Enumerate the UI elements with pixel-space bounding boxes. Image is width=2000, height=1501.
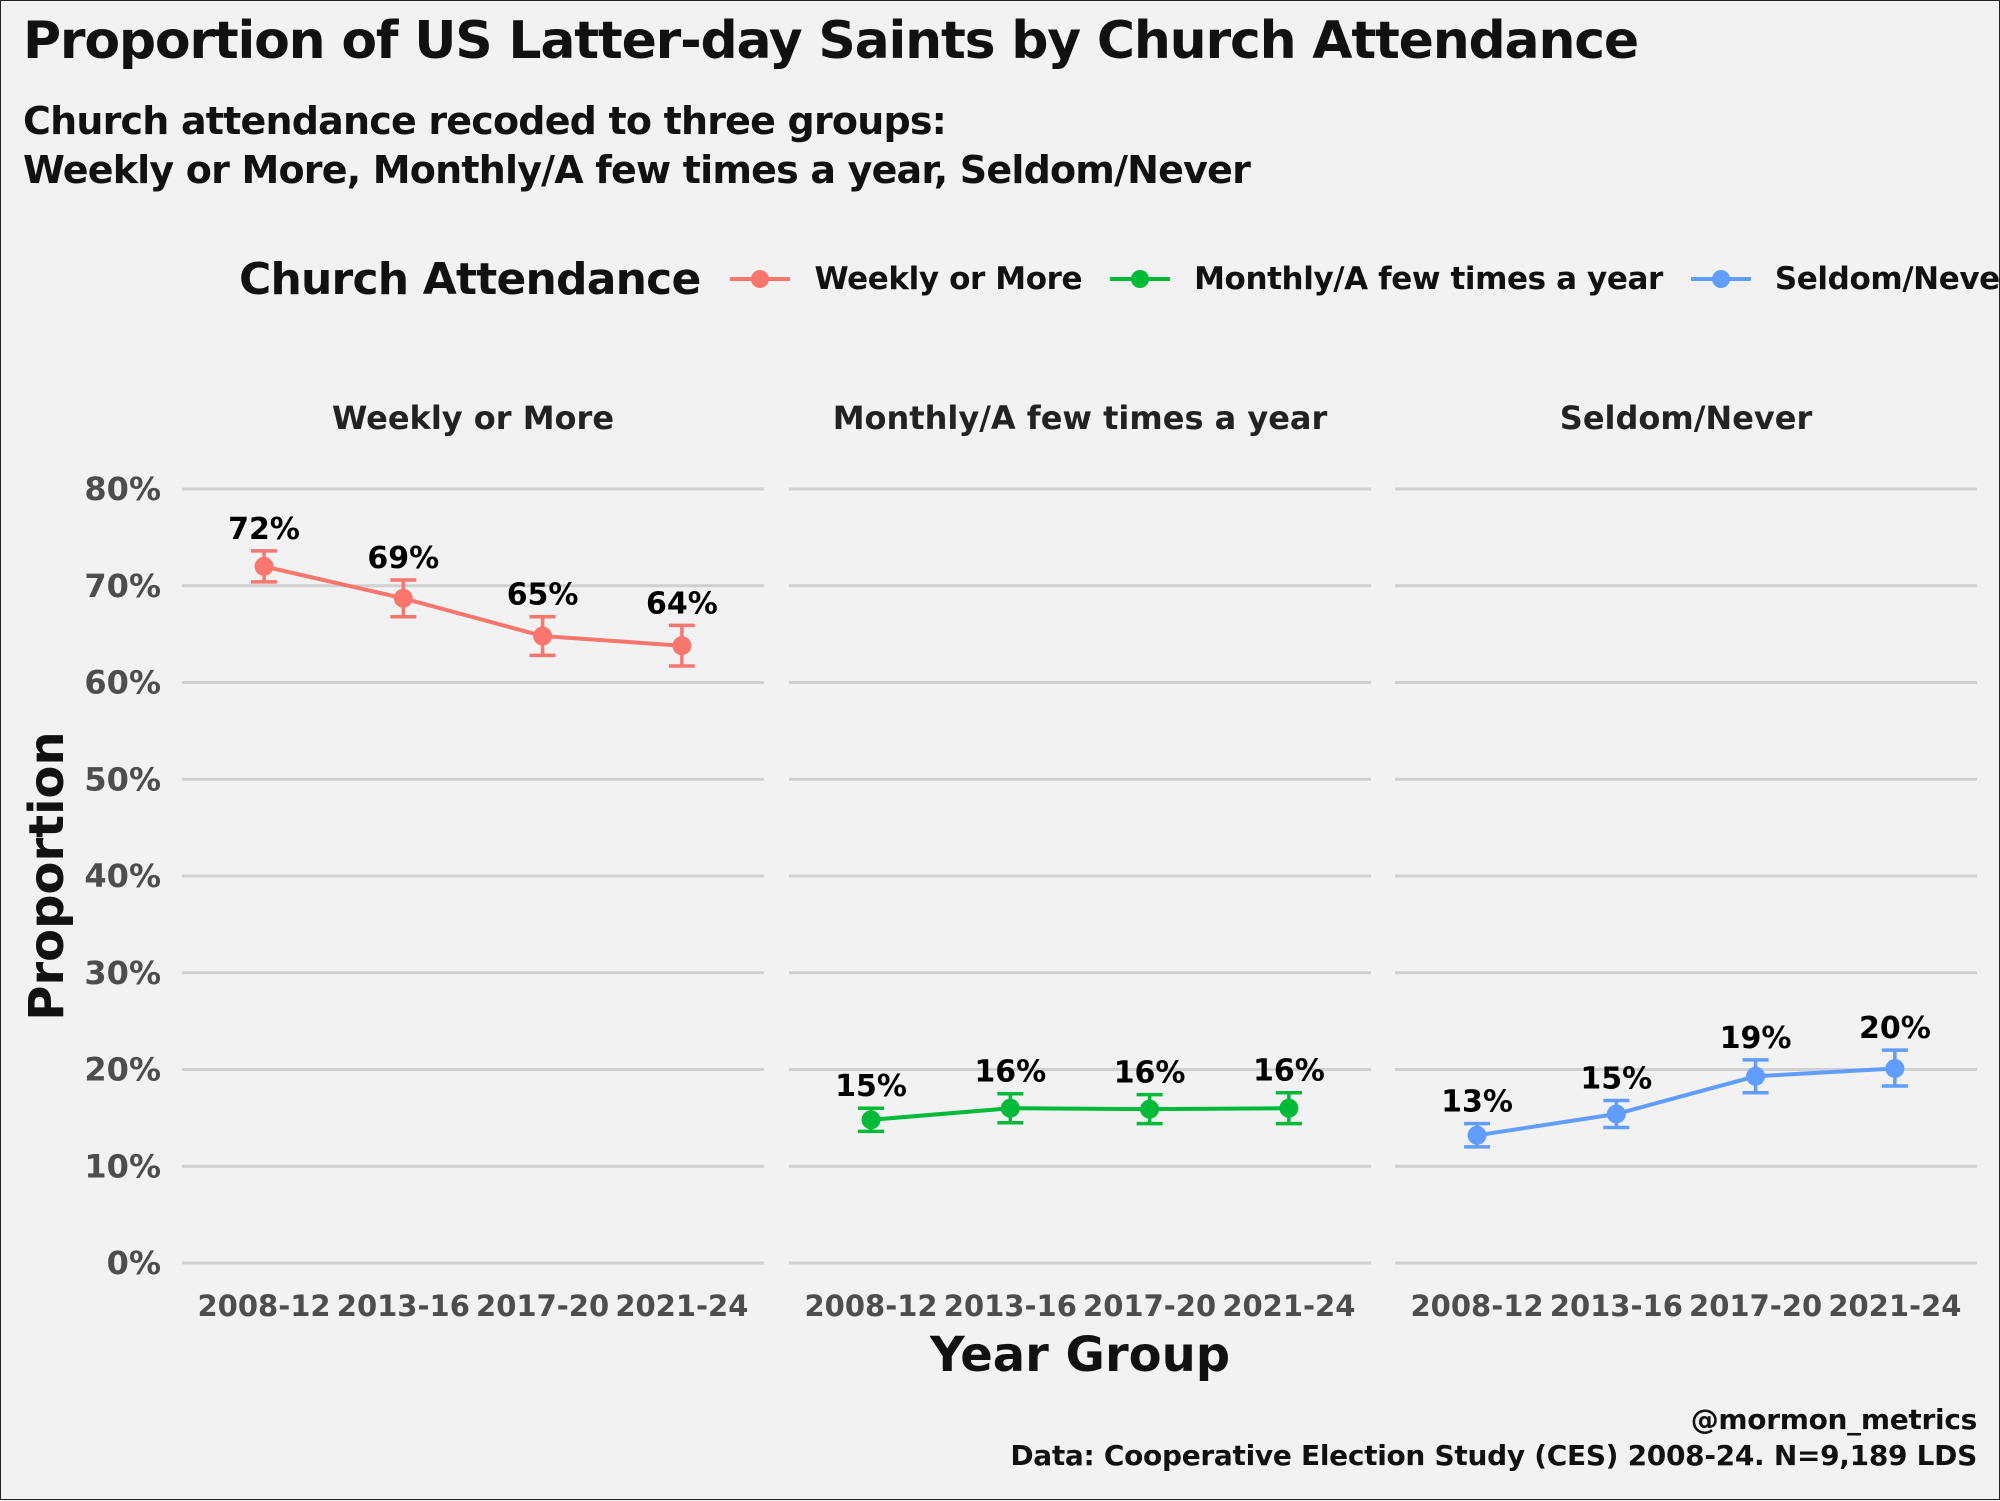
data-point	[1140, 1099, 1160, 1119]
series-line	[1476, 1066, 1895, 1138]
data-label: 15%	[1580, 1061, 1652, 1096]
data-point	[254, 556, 274, 576]
data-label: 64%	[646, 586, 718, 621]
legend-key-weekly	[730, 270, 791, 288]
y-tick-label: 0%	[107, 1244, 161, 1282]
y-axis-title: Proportion	[19, 731, 75, 1020]
legend-item-weekly: Weekly or More	[728, 261, 1083, 297]
data-point	[1885, 1059, 1905, 1079]
data-label: 19%	[1720, 1021, 1792, 1056]
y-tick-label: 10%	[84, 1147, 161, 1185]
data-point	[1606, 1104, 1626, 1124]
series-line	[870, 1106, 1289, 1122]
data-label: 69%	[367, 541, 439, 576]
data-label: 16%	[1253, 1054, 1325, 1089]
facet-strip-label: Weekly or More	[332, 399, 614, 437]
caption-handle: @mormon_metrics	[1690, 1403, 1978, 1436]
data-point	[533, 626, 553, 646]
legend-key-monthly	[1110, 270, 1171, 288]
x-tick-label: 2017-20	[1689, 1289, 1822, 1323]
data-point	[1467, 1125, 1487, 1145]
x-tick-label: 2013-16	[337, 1289, 470, 1323]
x-tick-label: 2017-20	[476, 1289, 609, 1323]
legend-key-seldom	[1690, 270, 1751, 288]
x-tick-label: 2013-16	[1550, 1289, 1683, 1323]
x-tick-label: 2021-24	[1828, 1289, 1961, 1323]
y-tick-label: 60%	[84, 664, 161, 702]
legend-label-monthly: Monthly/A few times a year	[1194, 261, 1663, 297]
chart-title: Proportion of US Latter-day Saints by Ch…	[23, 11, 1639, 71]
data-point	[1000, 1098, 1020, 1118]
data-point	[1746, 1066, 1766, 1086]
data-label: 16%	[1114, 1056, 1186, 1091]
facet-strip-label: Seldom/Never	[1560, 399, 1813, 437]
data-label: 65%	[507, 578, 579, 613]
x-tick-label: 2008-12	[198, 1289, 331, 1323]
y-tick-label: 20%	[84, 1051, 161, 1089]
data-label: 16%	[974, 1055, 1046, 1090]
legend-item-monthly: Monthly/A few times a year	[1108, 261, 1663, 297]
legend-item-seldom: Seldom/Never	[1689, 261, 2000, 297]
legend-label-weekly: Weekly or More	[814, 261, 1083, 297]
y-tick-label: 80%	[84, 470, 161, 508]
y-tick-label: 70%	[84, 567, 161, 605]
series-line	[263, 564, 683, 648]
data-point	[672, 636, 692, 656]
chart-subtitle: Church attendance recoded to three group…	[23, 97, 1251, 195]
x-tick-label: 2017-20	[1083, 1289, 1216, 1323]
legend-label-seldom: Seldom/Never	[1774, 261, 2000, 297]
x-tick-label: 2013-16	[944, 1289, 1077, 1323]
subtitle-line-2: Weekly or More, Monthly/A few times a ye…	[23, 148, 1251, 192]
data-label: 13%	[1441, 1085, 1513, 1120]
caption-source: Data: Cooperative Election Study (CES) 2…	[1010, 1439, 1977, 1472]
x-axis-title: Year Group	[929, 1327, 1230, 1383]
legend-title: Church Attendance	[239, 253, 701, 305]
x-tick-label: 2008-12	[1411, 1289, 1544, 1323]
data-label: 20%	[1859, 1011, 1931, 1046]
y-tick-label: 40%	[84, 857, 161, 895]
y-tick-label: 30%	[84, 954, 161, 992]
subtitle-line-1: Church attendance recoded to three group…	[23, 99, 947, 143]
x-tick-label: 2008-12	[805, 1289, 938, 1323]
facet-strip-label: Monthly/A few times a year	[833, 399, 1328, 437]
data-label: 15%	[835, 1069, 907, 1104]
data-point	[861, 1110, 881, 1130]
legend: Church Attendance Weekly or More Monthly…	[239, 249, 2000, 309]
x-tick-label: 2021-24	[615, 1289, 748, 1323]
data-point	[1279, 1098, 1299, 1118]
data-label: 72%	[228, 512, 300, 547]
data-point	[393, 588, 413, 608]
caption: @mormon_metrics Data: Cooperative Electi…	[1010, 1402, 1977, 1474]
y-tick-label: 50%	[84, 760, 161, 798]
x-tick-label: 2021-24	[1222, 1289, 1355, 1323]
